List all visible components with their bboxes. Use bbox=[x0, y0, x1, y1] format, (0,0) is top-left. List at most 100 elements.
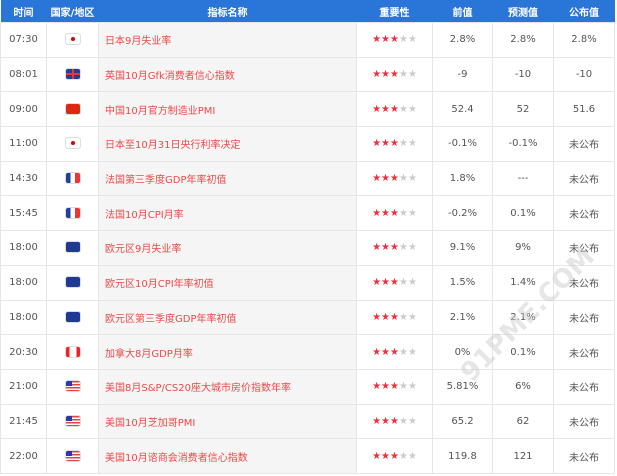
actual-value: 未公布 bbox=[553, 299, 615, 336]
star-icon: ★ bbox=[381, 173, 391, 185]
star-icon: ★ bbox=[407, 173, 417, 185]
previous-value: 1.5% bbox=[432, 264, 493, 301]
star-icon: ★ bbox=[407, 346, 417, 358]
star-icon: ★ bbox=[372, 207, 382, 219]
usa-flag-icon bbox=[65, 415, 80, 426]
indicator-name[interactable]: 加拿大8月GDP月率 bbox=[98, 334, 357, 370]
country-cell bbox=[46, 264, 99, 301]
importance-stars: ★★★★★ bbox=[356, 22, 433, 58]
indicator-name[interactable]: 日本9月失业率 bbox=[98, 22, 357, 58]
star-icon: ★ bbox=[390, 242, 399, 254]
indicator-name[interactable]: 美国10月芝加哥PMI bbox=[98, 403, 357, 440]
star-icon: ★ bbox=[372, 173, 382, 185]
table-row[interactable]: 18:00 欧元区10月CPI年率初值 ★★★★★ 1.5% 1.4% 未公布 bbox=[0, 264, 615, 301]
table-row[interactable]: 15:45 法国10月CPI月率 ★★★★★ -0.2% 0.1% 未公布 bbox=[0, 195, 615, 232]
star-icon: ★ bbox=[381, 103, 391, 115]
country-cell bbox=[46, 22, 99, 58]
indicator-name[interactable]: 法国10月CPI月率 bbox=[98, 195, 357, 232]
indicator-name[interactable]: 美国10月谘商会消费者信心指数 bbox=[98, 438, 357, 474]
previous-value: 65.2 bbox=[432, 403, 493, 440]
importance-stars: ★★★★★ bbox=[356, 195, 433, 232]
country-cell bbox=[46, 438, 99, 474]
actual-value: 51.6 bbox=[553, 91, 615, 128]
star-icon: ★ bbox=[398, 346, 408, 358]
importance-stars: ★★★★★ bbox=[356, 368, 433, 405]
star-icon: ★ bbox=[381, 34, 391, 46]
table-row[interactable]: 11:00 日本至10月31日央行利率决定 ★★★★★ -0.1% -0.1% … bbox=[0, 126, 615, 162]
table-row[interactable]: 14:30 法国第三季度GDP年率初值 ★★★★★ 1.8% --- 未公布 bbox=[0, 160, 615, 197]
forecast-value: 9% bbox=[492, 230, 554, 266]
header-forecast: 预测值 bbox=[492, 0, 554, 23]
header-time: 时间 bbox=[0, 0, 47, 23]
star-icon: ★ bbox=[390, 207, 399, 219]
indicator-name[interactable]: 欧元区9月失业率 bbox=[98, 230, 357, 266]
country-cell bbox=[46, 160, 99, 197]
importance-stars: ★★★★★ bbox=[356, 403, 433, 440]
actual-value: 2.8% bbox=[553, 22, 615, 58]
country-cell bbox=[46, 126, 99, 162]
star-icon: ★ bbox=[390, 311, 399, 323]
star-icon: ★ bbox=[372, 311, 382, 323]
table-row[interactable]: 18:00 欧元区第三季度GDP年率初值 ★★★★★ 2.1% 2.1% 未公布 bbox=[0, 299, 615, 336]
importance-stars: ★★★★★ bbox=[356, 230, 433, 266]
indicator-name[interactable]: 英国10月Gfk消费者信心指数 bbox=[98, 56, 357, 93]
star-icon: ★ bbox=[381, 415, 391, 427]
actual-value: 未公布 bbox=[553, 126, 615, 162]
star-icon: ★ bbox=[398, 415, 408, 427]
star-icon: ★ bbox=[390, 173, 399, 185]
previous-value: 119.8 bbox=[432, 438, 493, 474]
indicator-name[interactable]: 欧元区10月CPI年率初值 bbox=[98, 264, 357, 301]
previous-value: -0.1% bbox=[432, 126, 493, 162]
star-icon: ★ bbox=[390, 346, 399, 358]
star-icon: ★ bbox=[398, 311, 408, 323]
previous-value: 5.81% bbox=[432, 368, 493, 405]
star-icon: ★ bbox=[390, 69, 399, 81]
table-row[interactable]: 07:30 日本9月失业率 ★★★★★ 2.8% 2.8% 2.8% bbox=[0, 22, 615, 58]
table-row[interactable]: 09:00 中国10月官方制造业PMI ★★★★★ 52.4 52 51.6 bbox=[0, 91, 615, 128]
star-icon: ★ bbox=[407, 69, 417, 81]
canada-flag-icon bbox=[65, 346, 80, 357]
table-row[interactable]: 08:01 英国10月Gfk消费者信心指数 ★★★★★ -9 -10 -10 bbox=[0, 56, 615, 93]
star-icon: ★ bbox=[398, 103, 408, 115]
event-time: 18:00 bbox=[0, 230, 47, 266]
forecast-value: 2.8% bbox=[492, 22, 554, 58]
indicator-name[interactable]: 欧元区第三季度GDP年率初值 bbox=[98, 299, 357, 336]
header-actual: 公布值 bbox=[553, 0, 615, 23]
indicator-name[interactable]: 法国第三季度GDP年率初值 bbox=[98, 160, 357, 197]
star-icon: ★ bbox=[372, 69, 382, 81]
star-icon: ★ bbox=[381, 207, 391, 219]
actual-value: 未公布 bbox=[553, 334, 615, 370]
forecast-value: 52 bbox=[492, 91, 554, 128]
star-icon: ★ bbox=[407, 277, 417, 289]
star-icon: ★ bbox=[398, 450, 408, 462]
importance-stars: ★★★★★ bbox=[356, 264, 433, 301]
eu-flag-icon bbox=[65, 311, 80, 322]
star-icon: ★ bbox=[407, 207, 417, 219]
star-icon: ★ bbox=[407, 450, 417, 462]
star-icon: ★ bbox=[390, 415, 399, 427]
eu-flag-icon bbox=[65, 242, 80, 253]
table-row[interactable]: 22:00 美国10月谘商会消费者信心指数 ★★★★★ 119.8 121 未公… bbox=[0, 438, 615, 474]
importance-stars: ★★★★★ bbox=[356, 438, 433, 474]
star-icon: ★ bbox=[372, 415, 382, 427]
header-indicator: 指标名称 bbox=[98, 0, 357, 23]
indicator-name[interactable]: 中国10月官方制造业PMI bbox=[98, 91, 357, 128]
table-row[interactable]: 20:30 加拿大8月GDP月率 ★★★★★ 0% 0.1% 未公布 bbox=[0, 334, 615, 370]
table-row[interactable]: 18:00 欧元区9月失业率 ★★★★★ 9.1% 9% 未公布 bbox=[0, 230, 615, 266]
country-cell bbox=[46, 368, 99, 405]
indicator-name[interactable]: 日本至10月31日央行利率决定 bbox=[98, 126, 357, 162]
table-row[interactable]: 21:45 美国10月芝加哥PMI ★★★★★ 65.2 62 未公布 bbox=[0, 403, 615, 440]
star-icon: ★ bbox=[372, 138, 382, 150]
china-flag-icon bbox=[65, 103, 80, 114]
header-importance: 重要性 bbox=[356, 0, 433, 23]
table-row[interactable]: 21:00 美国8月S&P/CS20座大城市房价指数年率 ★★★★★ 5.81%… bbox=[0, 368, 615, 405]
previous-value: 52.4 bbox=[432, 91, 493, 128]
previous-value: 9.1% bbox=[432, 230, 493, 266]
star-icon: ★ bbox=[381, 346, 391, 358]
actual-value: 未公布 bbox=[553, 368, 615, 405]
actual-value: 未公布 bbox=[553, 160, 615, 197]
indicator-name[interactable]: 美国8月S&P/CS20座大城市房价指数年率 bbox=[98, 368, 357, 405]
event-time: 08:01 bbox=[0, 56, 47, 93]
forecast-value: 62 bbox=[492, 403, 554, 440]
actual-value: 未公布 bbox=[553, 195, 615, 232]
